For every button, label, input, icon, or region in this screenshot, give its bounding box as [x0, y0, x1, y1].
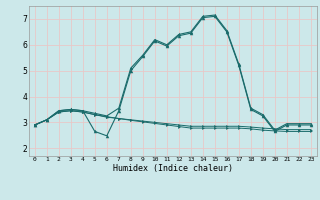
X-axis label: Humidex (Indice chaleur): Humidex (Indice chaleur): [113, 164, 233, 173]
